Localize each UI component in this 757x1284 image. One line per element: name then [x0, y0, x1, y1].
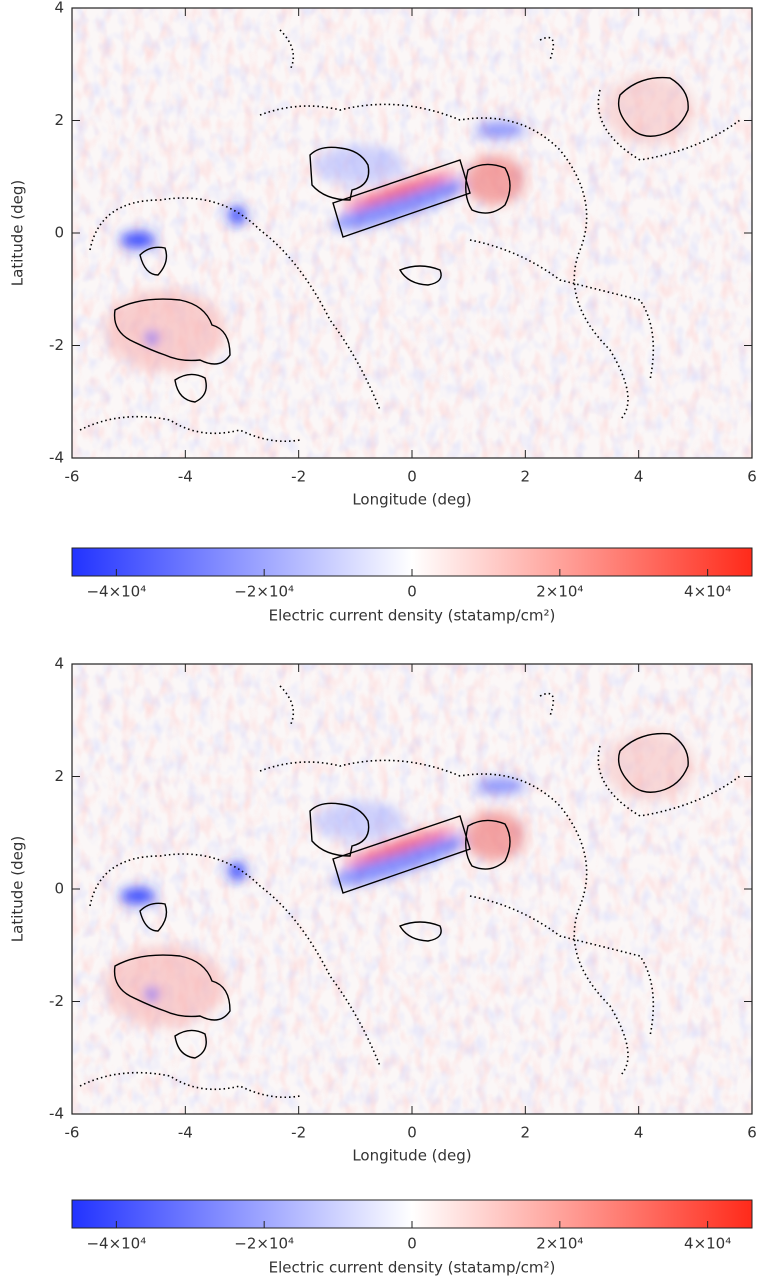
x-tick-label: -2 — [291, 1124, 306, 1142]
y-tick-label: 2 — [54, 767, 64, 785]
y-tick-label: 0 — [54, 224, 64, 242]
x-tick-label: -6 — [65, 468, 80, 486]
y-tick-label: -2 — [49, 992, 64, 1010]
x-axis-label: Longitude (deg) — [352, 1147, 471, 1165]
y-tick-label: -4 — [49, 1105, 64, 1123]
heatmap-image — [72, 664, 752, 1114]
colorbar-tick-label: −4×10⁴ — [86, 1235, 146, 1253]
y-tick-label: 0 — [54, 880, 64, 898]
heatmap-image — [72, 8, 752, 458]
x-tick-label: 6 — [747, 468, 757, 486]
y-tick-label: -4 — [49, 449, 64, 467]
y-axis-label: Latitude (deg) — [9, 836, 27, 942]
colorbar-tick-label: −2×10⁴ — [234, 1235, 294, 1253]
colorbar-label: Electric current density (statamp/cm²) — [269, 1259, 556, 1277]
x-tick-label: 4 — [634, 468, 644, 486]
y-axis-label: Latitude (deg) — [9, 180, 27, 286]
x-tick-label: 2 — [521, 1124, 531, 1142]
colorbar-tick-label: 0 — [407, 583, 417, 601]
colorbar-tick-label: −4×10⁴ — [86, 583, 146, 601]
x-tick-label: -4 — [178, 1124, 193, 1142]
x-tick-label: -4 — [178, 468, 193, 486]
x-tick-label: 0 — [407, 1124, 417, 1142]
x-tick-label: 4 — [634, 1124, 644, 1142]
colorbar-tick-label: 2×10⁴ — [536, 583, 583, 601]
colorbar-tick-label: 4×10⁴ — [684, 583, 731, 601]
x-tick-label: -6 — [65, 1124, 80, 1142]
colorbar-label: Electric current density (statamp/cm²) — [269, 607, 556, 625]
colorbar-tick-label: 4×10⁴ — [684, 1235, 731, 1253]
y-tick-label: -2 — [49, 336, 64, 354]
colorbar-tick-label: 0 — [407, 1235, 417, 1253]
y-tick-label: 2 — [54, 111, 64, 129]
x-axis-label: Longitude (deg) — [352, 491, 471, 509]
x-tick-label: 6 — [747, 1124, 757, 1142]
x-tick-label: 0 — [407, 468, 417, 486]
y-tick-label: 4 — [54, 655, 64, 673]
x-tick-label: 2 — [521, 468, 531, 486]
colorbar-tick-label: −2×10⁴ — [234, 583, 294, 601]
y-tick-label: 4 — [54, 0, 64, 17]
colorbar-tick-label: 2×10⁴ — [536, 1235, 583, 1253]
x-tick-label: -2 — [291, 468, 306, 486]
